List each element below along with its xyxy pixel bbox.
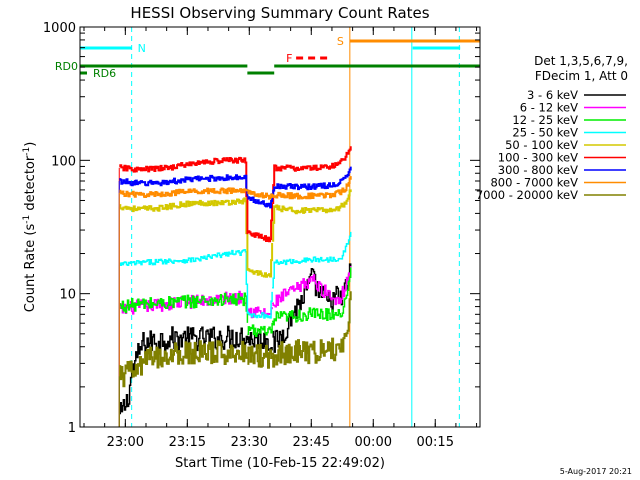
series-line	[119, 231, 352, 319]
x-tick-label: 00:00	[355, 435, 392, 450]
series-line	[119, 146, 352, 243]
y-tick-label: 10	[59, 288, 76, 303]
legend-entry-label: 50 - 100 keV	[505, 138, 578, 152]
series-line	[119, 166, 352, 209]
chart-title: HESSI Observing Summary Count Rates	[130, 4, 429, 22]
y-axis-label-sup2: -1	[22, 147, 32, 156]
y-tick-label: 100	[51, 154, 76, 169]
legend-entry-label: 12 - 25 keV	[512, 113, 578, 127]
legend-entry-label: 100 - 300 keV	[498, 151, 578, 165]
plot-annotations: N S F RD0 RD6	[55, 27, 480, 427]
x-axis-ticks: 23:00 23:15 23:30 23:45 00:00 00:15	[83, 27, 478, 450]
legend-entry-label: 3 - 6 keV	[527, 88, 578, 102]
x-axis-label: Start Time (10-Feb-15 22:49:02)	[175, 456, 385, 471]
x-tick-label: 23:15	[169, 435, 206, 450]
y-tick-label: 1000	[43, 21, 76, 36]
x-tick-label: 00:15	[417, 435, 454, 450]
legend-header-line-2: FDecim 1, Att 0	[535, 69, 628, 83]
x-tick-label: 23:30	[231, 435, 268, 450]
x-tick-label: 23:00	[107, 435, 144, 450]
rd0-label: RD0	[55, 60, 78, 73]
y-axis-ticks: 1 10 100 1000	[43, 21, 480, 436]
plot-series	[118, 146, 352, 427]
legend-header-line-1: Det 1,3,5,6,7,9,	[534, 54, 628, 68]
footer-date: 5-Aug-2017 20:21	[560, 467, 632, 476]
legend: Det 1,3,5,6,7,9, FDecim 1, Att 0 3 - 6 k…	[476, 54, 628, 202]
y-axis-label-end: )	[23, 142, 38, 147]
legend-entry-label: 300 - 800 keV	[498, 163, 578, 177]
night-label: N	[138, 42, 146, 55]
series-line	[119, 176, 352, 200]
rd6-label: RD6	[93, 67, 116, 80]
y-axis-label-mid: detector	[23, 155, 38, 215]
legend-entry-label: 25 - 50 keV	[512, 126, 578, 140]
x-tick-label: 23:45	[293, 435, 330, 450]
y-axis-label-sup1: -1	[22, 215, 32, 224]
legend-entry-label: 7000 - 20000 keV	[476, 188, 578, 202]
legend-entry-label: 6 - 12 keV	[520, 101, 578, 115]
plot-frame	[79, 26, 481, 428]
saa-label: S	[337, 35, 344, 48]
y-axis-label: Count Rate (s-1 detector-1)	[22, 142, 38, 313]
series-line	[119, 291, 352, 388]
series-line	[119, 267, 352, 337]
y-axis-label-main: Count Rate (s	[23, 224, 38, 313]
y-tick-label: 1	[68, 421, 76, 436]
flare-label: F	[286, 52, 292, 65]
series-line	[119, 189, 352, 278]
legend-entry-label: 800 - 7000 keV	[490, 176, 578, 190]
